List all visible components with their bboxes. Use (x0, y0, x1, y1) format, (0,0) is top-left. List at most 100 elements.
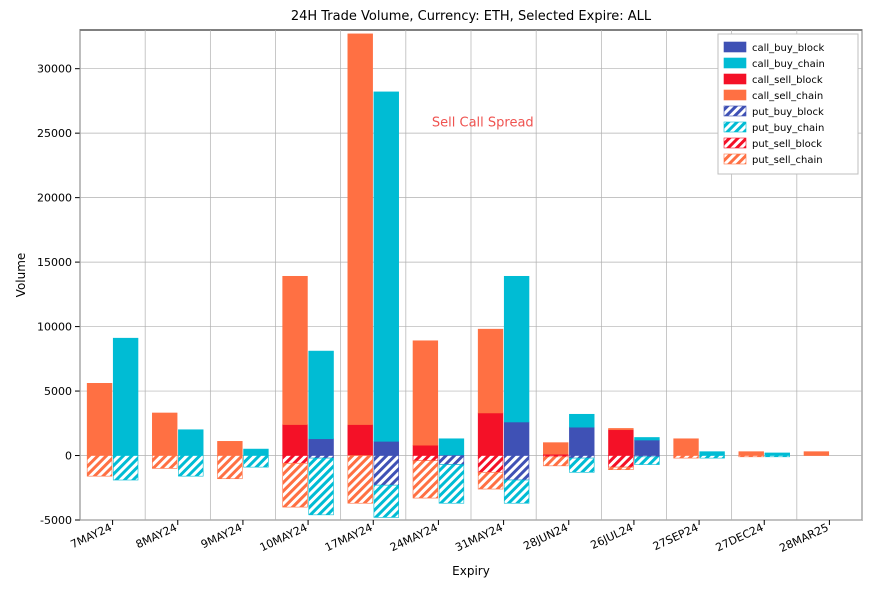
xtick-label: 31MAY24 (453, 521, 505, 554)
y-axis-label: Volume (14, 253, 28, 298)
ytick-label: -5000 (40, 514, 72, 527)
bar-put_buy_chain (178, 456, 203, 477)
bar-put_sell_chain (218, 456, 243, 479)
legend-swatch (724, 154, 746, 164)
bar-call_sell_chain (478, 329, 503, 413)
xtick-label: 9MAY24 (199, 521, 244, 551)
bar-put_buy_chain (765, 456, 790, 457)
bar-call_buy_block (374, 441, 399, 455)
ytick-label: 15000 (37, 256, 72, 269)
bar-put_sell_block (478, 456, 503, 473)
bar-put_sell_chain (543, 457, 568, 466)
bar-call_sell_chain (413, 341, 438, 445)
bar-put_sell_chain (739, 456, 764, 457)
ytick-label: 0 (65, 450, 72, 463)
xtick-label: 27DEC24 (714, 521, 766, 554)
bar-put_buy_block (374, 456, 399, 486)
bar-put_buy_chain (244, 456, 269, 468)
bar-put_buy_chain (635, 457, 660, 465)
bar-call_sell_chain (674, 439, 699, 456)
legend-box (718, 34, 858, 174)
bar-put_buy_chain (700, 456, 725, 459)
legend-swatch (724, 74, 746, 84)
bar-call_sell_chain (804, 452, 829, 456)
bar-put_sell_chain (152, 456, 177, 469)
bar-put_sell_chain (87, 456, 112, 477)
legend-label: call_buy_chain (752, 59, 825, 70)
bar-call_buy_chain (309, 351, 334, 439)
xtick-label: 17MAY24 (323, 521, 375, 554)
legend-label: call_sell_block (752, 75, 823, 86)
bar-put_buy_chain (504, 480, 529, 503)
xtick-label: 24MAY24 (388, 521, 440, 554)
bar-call_buy_block (569, 427, 594, 455)
annotation-text: Sell Call Spread (432, 116, 534, 131)
legend-label: put_sell_block (752, 139, 822, 150)
bar-call_buy_chain (374, 92, 399, 441)
bar-call_sell_chain (87, 383, 112, 455)
bar-call_sell_block (413, 445, 438, 455)
x-axis-label: Expiry (452, 564, 490, 578)
legend-label: call_sell_chain (752, 91, 823, 102)
bar-call_sell_chain (543, 443, 568, 455)
bar-put_sell_chain (478, 472, 503, 489)
ytick-label: 20000 (37, 192, 72, 205)
bar-call_buy_chain (113, 338, 138, 455)
bar-put_sell_chain (283, 463, 308, 507)
bar-put_sell_block (413, 456, 438, 461)
bar-call_buy_chain (765, 453, 790, 456)
bar-call_sell_block (609, 430, 634, 456)
bar-call_buy_chain (178, 430, 203, 456)
bar-put_sell_chain (413, 461, 438, 498)
bar-call_buy_chain (244, 449, 269, 455)
bar-put_buy_chain (569, 458, 594, 472)
xtick-label: 7MAY24 (69, 521, 114, 551)
bar-call_buy_block (635, 440, 660, 455)
xtick-label: 10MAY24 (258, 521, 310, 554)
legend-label: put_buy_block (752, 107, 824, 118)
bar-call_buy_chain (439, 439, 464, 456)
bar-call_sell_chain (348, 34, 373, 425)
bar-call_sell_block (348, 425, 373, 456)
bar-put_sell_block (609, 456, 634, 468)
ytick-label: 25000 (37, 127, 72, 140)
xtick-label: 8MAY24 (134, 521, 179, 551)
ytick-label: 30000 (37, 63, 72, 76)
legend-label: put_buy_chain (752, 123, 824, 134)
bar-call_sell_chain (218, 441, 243, 455)
legend-swatch (724, 106, 746, 116)
legend-swatch (724, 90, 746, 100)
bar-call_buy_block (504, 422, 529, 456)
xtick-label: 28JUN24 (521, 521, 570, 553)
bar-call_sell_chain (152, 413, 177, 456)
legend-swatch (724, 42, 746, 52)
bar-put_buy_block (569, 456, 594, 459)
bar-call_buy_chain (700, 452, 725, 456)
bar-put_sell_block (283, 456, 308, 464)
bar-call_sell_block (283, 425, 308, 456)
legend-swatch (724, 138, 746, 148)
bar-put_sell_chain (348, 456, 373, 504)
chart-title: 24H Trade Volume, Currency: ETH, Selecte… (291, 9, 652, 24)
bar-put_buy_block (504, 456, 529, 481)
bar-call_sell_chain (739, 452, 764, 456)
bar-call_sell_block (478, 413, 503, 456)
bar-put_buy_chain (439, 465, 464, 504)
bar-call_buy_chain (504, 276, 529, 422)
bar-call_sell_chain (283, 276, 308, 424)
xtick-label: 27SEP24 (651, 521, 701, 553)
xtick-label: 28MAR25 (777, 521, 830, 555)
bar-put_sell_chain (609, 467, 634, 470)
legend-swatch (724, 122, 746, 132)
legend-label: call_buy_block (752, 43, 825, 54)
bar-put_buy_block (439, 456, 464, 465)
bar-call_buy_chain (569, 414, 594, 427)
chart-svg: -50000500010000150002000025000300007MAY2… (0, 0, 882, 591)
bar-call_sell_chain (609, 428, 634, 429)
bar-put_buy_block (309, 456, 334, 459)
legend-swatch (724, 58, 746, 68)
bar-put_buy_chain (374, 485, 399, 517)
bar-call_buy_chain (635, 437, 660, 440)
chart-container: -50000500010000150002000025000300007MAY2… (0, 0, 882, 591)
ytick-label: 5000 (44, 385, 72, 398)
